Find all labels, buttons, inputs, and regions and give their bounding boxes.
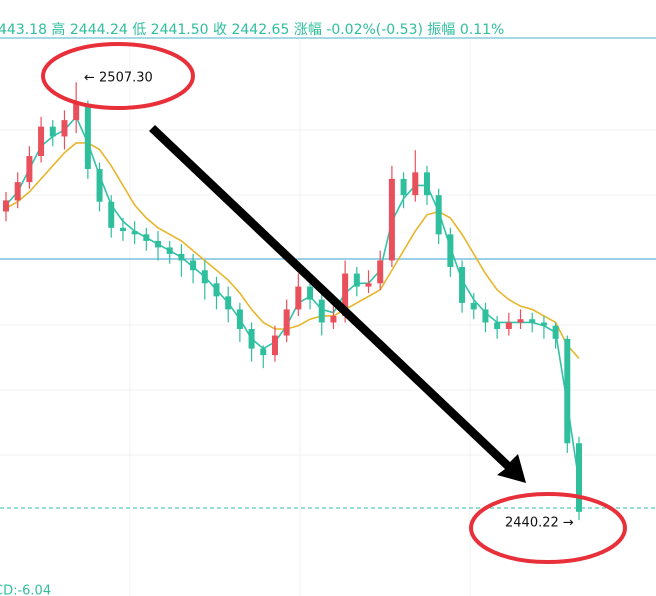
candle-body bbox=[307, 286, 314, 300]
candle-body bbox=[225, 296, 232, 310]
candle-body bbox=[38, 126, 45, 157]
candle-body bbox=[377, 260, 384, 284]
candle-body bbox=[388, 178, 395, 261]
candle-body bbox=[564, 338, 571, 444]
candle-body bbox=[213, 283, 220, 297]
candle-body bbox=[342, 273, 349, 316]
candle-body bbox=[84, 103, 91, 170]
grid bbox=[0, 40, 656, 596]
candle-body bbox=[166, 247, 173, 254]
candle-body bbox=[412, 172, 419, 196]
candle-body bbox=[178, 253, 185, 261]
candle-body bbox=[61, 120, 68, 137]
candle-body bbox=[190, 260, 197, 271]
indicator-label: CD:-6.04 bbox=[0, 584, 51, 596]
high-circle bbox=[41, 42, 195, 110]
low-circle bbox=[469, 492, 627, 564]
candle-body bbox=[49, 126, 56, 137]
candle-body bbox=[529, 319, 536, 323]
candle-body bbox=[3, 200, 9, 212]
candle-body bbox=[119, 227, 126, 232]
candle-body bbox=[365, 283, 372, 287]
candle-body bbox=[73, 103, 80, 121]
candle-body bbox=[505, 322, 512, 330]
candle-body bbox=[260, 348, 267, 356]
min-label: 2440.22 → bbox=[505, 516, 574, 531]
candle-body bbox=[155, 240, 162, 248]
candle-body bbox=[517, 319, 524, 323]
candle-body bbox=[423, 172, 430, 196]
candle-body bbox=[470, 302, 477, 310]
candle-body bbox=[330, 315, 337, 323]
candle-body bbox=[271, 335, 278, 356]
candle-body bbox=[201, 270, 208, 284]
candle-body bbox=[283, 309, 290, 336]
candle-body bbox=[26, 156, 33, 183]
candle-body bbox=[318, 299, 325, 323]
moving-average bbox=[5, 142, 580, 359]
candle-body bbox=[552, 325, 559, 339]
candle-body bbox=[131, 231, 138, 235]
candle-body bbox=[482, 309, 489, 323]
trend-arrow bbox=[149, 125, 526, 483]
candle-body bbox=[353, 273, 360, 287]
candle-body bbox=[400, 178, 407, 196]
candle-body bbox=[143, 234, 150, 241]
candle-body bbox=[494, 322, 501, 330]
candle-body bbox=[108, 201, 115, 228]
header-stats: 443.18 高 2444.24 低 2441.50 收 2442.65 涨幅 … bbox=[0, 21, 504, 38]
candle-body bbox=[236, 309, 243, 330]
candle-body bbox=[576, 443, 582, 512]
candle-body bbox=[248, 329, 255, 349]
candle-body bbox=[435, 195, 442, 235]
candle-body bbox=[459, 266, 466, 303]
moving-average bbox=[5, 115, 580, 483]
candle-body bbox=[447, 234, 454, 267]
plot bbox=[3, 82, 582, 521]
candle-body bbox=[540, 322, 547, 326]
candle-body bbox=[96, 169, 103, 202]
candle-body bbox=[295, 286, 302, 310]
max-label: ← 2507.30 bbox=[84, 71, 153, 86]
candle-body bbox=[14, 182, 21, 201]
